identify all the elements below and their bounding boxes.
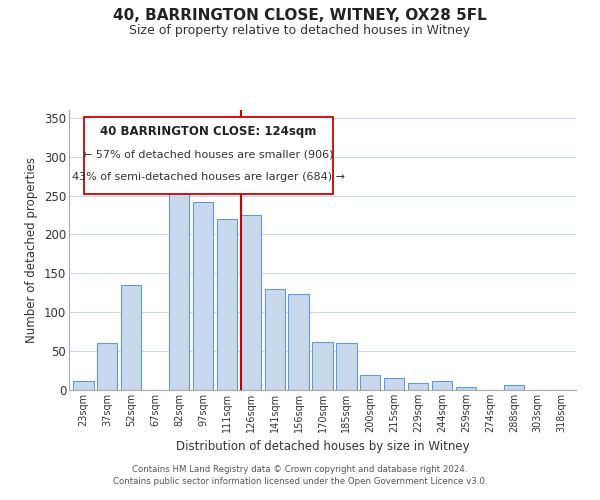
Text: 40, BARRINGTON CLOSE, WITNEY, OX28 5FL: 40, BARRINGTON CLOSE, WITNEY, OX28 5FL [113,8,487,22]
Bar [336,344,356,390]
Bar [456,387,476,390]
Bar [217,219,237,390]
Bar [265,289,285,390]
Bar [97,344,118,390]
Text: Contains public sector information licensed under the Open Government Licence v3: Contains public sector information licen… [113,477,487,486]
Bar [408,383,428,390]
Bar [241,215,261,390]
X-axis label: Distribution of detached houses by size in Witney: Distribution of detached houses by size … [176,440,469,454]
Text: Contains HM Land Registry data © Crown copyright and database right 2024.: Contains HM Land Registry data © Crown c… [132,465,468,474]
Bar [169,176,189,390]
Y-axis label: Number of detached properties: Number of detached properties [25,157,38,343]
Bar [73,382,94,390]
Bar [432,382,452,390]
Bar [360,375,380,390]
Text: 40 BARRINGTON CLOSE: 124sqm: 40 BARRINGTON CLOSE: 124sqm [100,126,317,138]
Bar [384,378,404,390]
Text: Size of property relative to detached houses in Witney: Size of property relative to detached ho… [130,24,470,37]
Bar [503,386,524,390]
Text: 43% of semi-detached houses are larger (684) →: 43% of semi-detached houses are larger (… [72,172,345,181]
Bar [121,285,142,390]
Bar [289,294,309,390]
Text: ← 57% of detached houses are smaller (906): ← 57% of detached houses are smaller (90… [83,149,334,159]
Bar [313,342,332,390]
Bar [193,202,213,390]
FancyBboxPatch shape [84,117,332,194]
